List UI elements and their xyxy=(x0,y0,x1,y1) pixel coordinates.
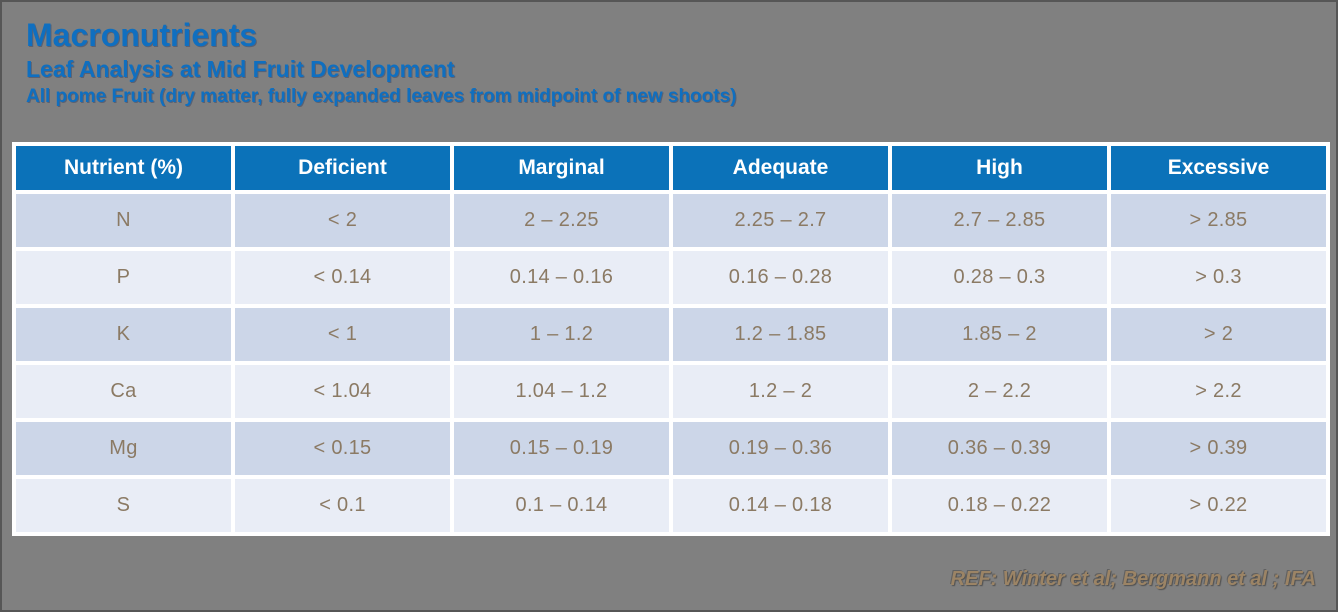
range-cell: 2 – 2.2 xyxy=(892,365,1107,418)
range-cell: > 2.85 xyxy=(1111,194,1326,247)
page-title: Macronutrients xyxy=(26,17,258,53)
range-cell: 0.36 – 0.39 xyxy=(892,422,1107,475)
page-subtitle: Leaf Analysis at Mid Fruit Development xyxy=(26,55,455,82)
table-row: S < 0.1 0.1 – 0.14 0.14 – 0.18 0.18 – 0.22 > … xyxy=(16,479,1326,532)
page-description: All pome Fruit (dry matter, fully expand… xyxy=(26,86,737,108)
column-header: Excessive xyxy=(1111,146,1326,190)
column-header: High xyxy=(892,146,1107,190)
column-header: Nutrient (%) xyxy=(16,146,231,190)
nutrient-cell: P xyxy=(16,251,231,304)
range-cell: > 2 xyxy=(1111,308,1326,361)
range-cell: < 0.15 xyxy=(235,422,450,475)
nutrient-cell: N xyxy=(16,194,231,247)
nutrient-cell: Mg xyxy=(16,422,231,475)
range-cell: < 2 xyxy=(235,194,450,247)
nutrient-table-container: Nutrient (%) Deficient Marginal Adequate Hig… xyxy=(12,142,1330,536)
range-cell: 2 – 2.25 xyxy=(454,194,669,247)
range-cell: > 2.2 xyxy=(1111,365,1326,418)
table-row: P < 0.14 0.14 – 0.16 0.16 – 0.28 0.28 – 0.3 >… xyxy=(16,251,1326,304)
nutrient-cell: K xyxy=(16,308,231,361)
range-cell: 0.1 – 0.14 xyxy=(454,479,669,532)
table-head: Nutrient (%) Deficient Marginal Adequate Hig… xyxy=(16,146,1326,190)
range-cell: 0.14 – 0.18 xyxy=(673,479,888,532)
column-header: Adequate xyxy=(673,146,888,190)
column-header: Deficient xyxy=(235,146,450,190)
nutrient-cell: Ca xyxy=(16,365,231,418)
range-cell: 2.25 – 2.7 xyxy=(673,194,888,247)
column-header: Marginal xyxy=(454,146,669,190)
range-cell: < 1.04 xyxy=(235,365,450,418)
reference-text: REF: Winter et al; Bergmann et al ; IFA xyxy=(950,568,1316,590)
range-cell: < 1 xyxy=(235,308,450,361)
range-cell: 0.28 – 0.3 xyxy=(892,251,1107,304)
range-cell: < 0.1 xyxy=(235,479,450,532)
range-cell: > 0.22 xyxy=(1111,479,1326,532)
range-cell: > 0.3 xyxy=(1111,251,1326,304)
range-cell: 1.85 – 2 xyxy=(892,308,1107,361)
range-cell: 0.14 – 0.16 xyxy=(454,251,669,304)
slide-header: Macronutrients Leaf Analysis at Mid Frui… xyxy=(26,17,1320,108)
nutrient-cell: S xyxy=(16,479,231,532)
range-cell: 1.04 – 1.2 xyxy=(454,365,669,418)
range-cell: > 0.39 xyxy=(1111,422,1326,475)
range-cell: 2.7 – 2.85 xyxy=(892,194,1107,247)
range-cell: 1.2 – 2 xyxy=(673,365,888,418)
range-cell: 0.18 – 0.22 xyxy=(892,479,1107,532)
range-cell: 1.2 – 1.85 xyxy=(673,308,888,361)
nutrient-range-table: Nutrient (%) Deficient Marginal Adequate Hig… xyxy=(12,142,1330,536)
table-header-row: Nutrient (%) Deficient Marginal Adequate Hig… xyxy=(16,146,1326,190)
range-cell: 0.15 – 0.19 xyxy=(454,422,669,475)
range-cell: 0.16 – 0.28 xyxy=(673,251,888,304)
range-cell: 1 – 1.2 xyxy=(454,308,669,361)
range-cell: 0.19 – 0.36 xyxy=(673,422,888,475)
range-cell: < 0.14 xyxy=(235,251,450,304)
table-row: Mg < 0.15 0.15 – 0.19 0.19 – 0.36 0.36 – 0.3… xyxy=(16,422,1326,475)
